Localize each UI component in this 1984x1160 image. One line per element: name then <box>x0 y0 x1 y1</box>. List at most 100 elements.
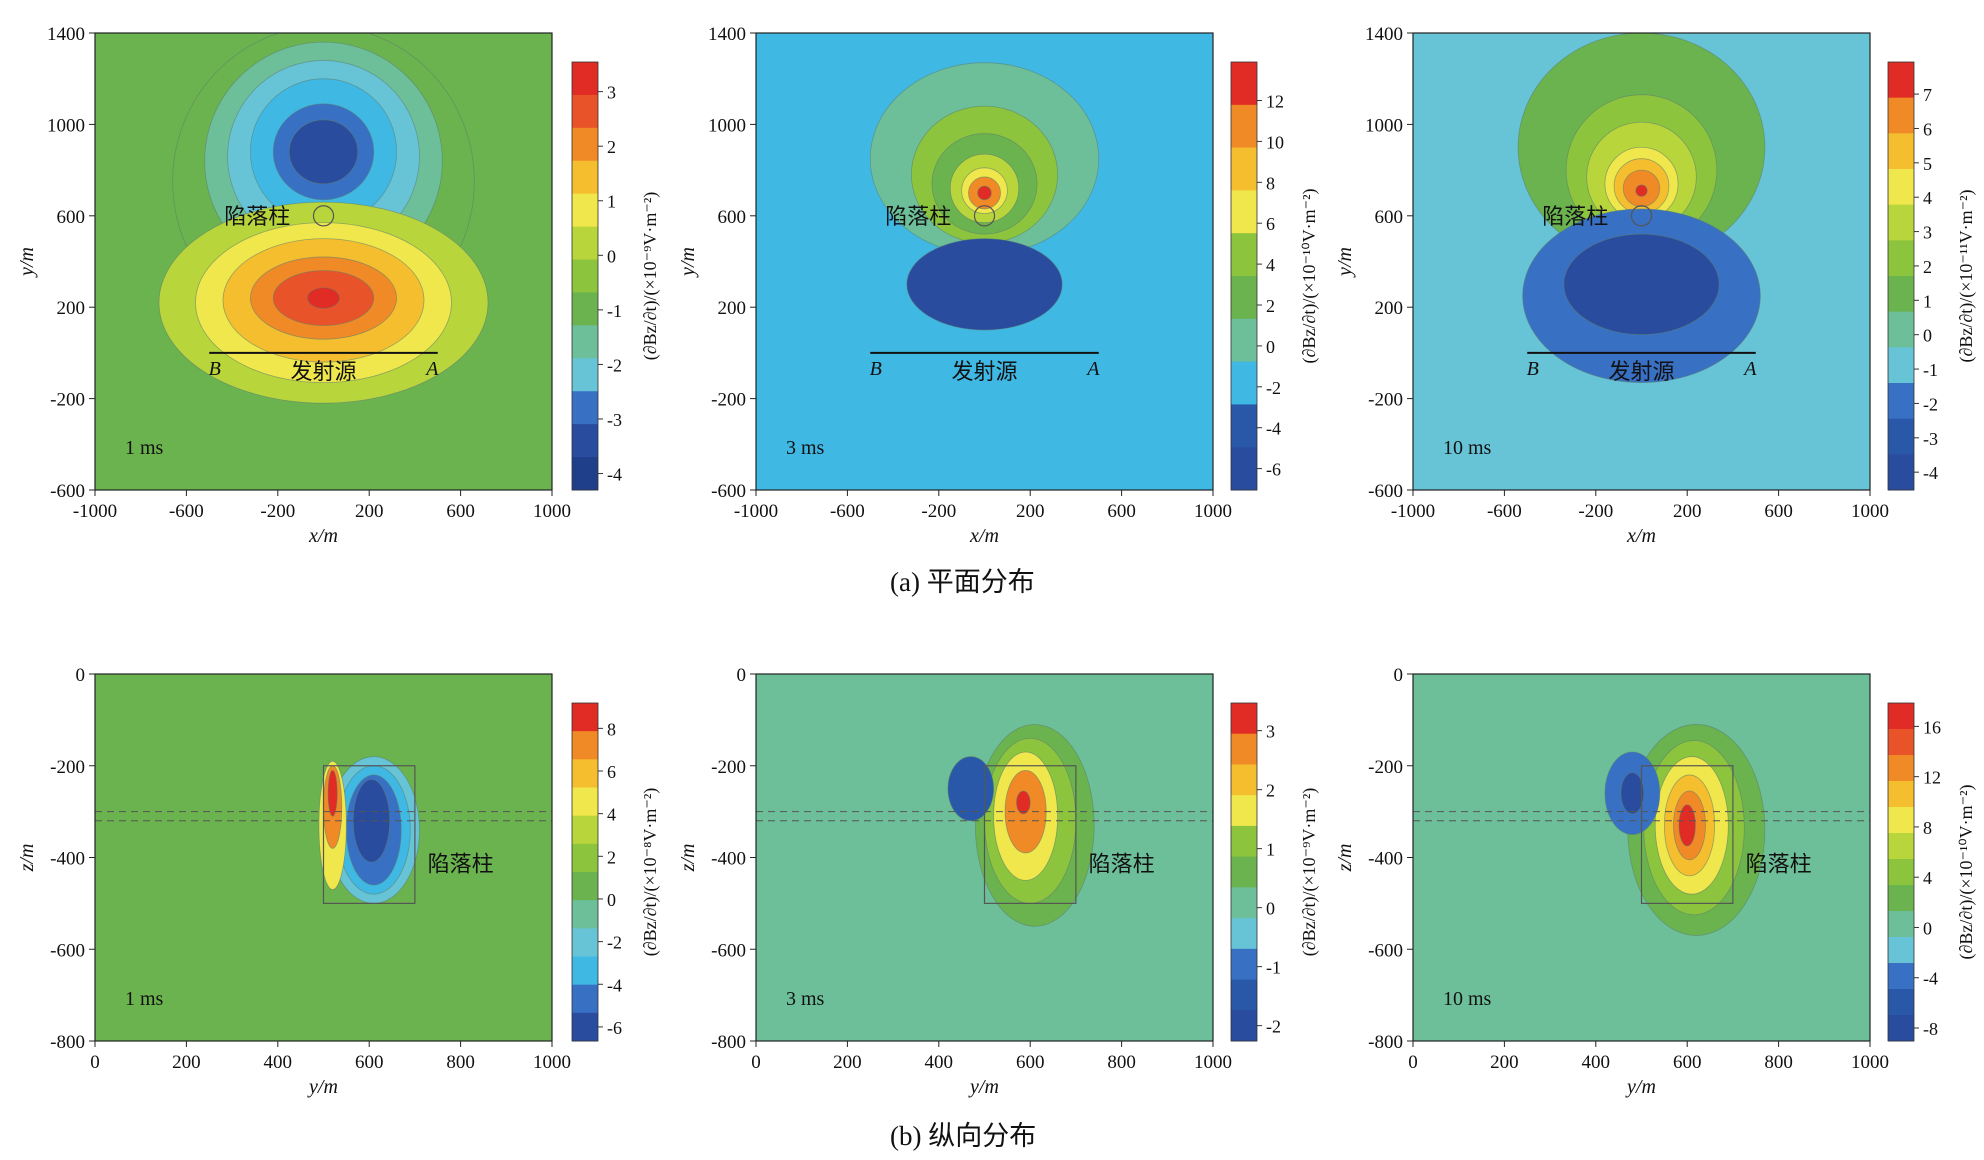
y-tick-label: 200 <box>57 298 86 319</box>
colorbar-swatch <box>1231 825 1257 858</box>
colorbar-swatch <box>1888 418 1914 455</box>
colorbar-tick-label: 12 <box>1266 92 1284 112</box>
colorbar-swatch <box>1888 729 1914 756</box>
y-tick-label: 1400 <box>708 24 746 45</box>
colorbar-tick-label: 0 <box>607 246 616 266</box>
colorbar-swatch <box>1231 233 1257 277</box>
colorbar-swatch <box>1231 276 1257 320</box>
contour-band <box>906 238 1063 331</box>
x-tick-label: -600 <box>1487 501 1522 522</box>
colorbar-tick-label: 10 <box>1266 132 1284 152</box>
x-tick-label: 600 <box>1016 1052 1045 1073</box>
colorbar-swatch <box>1231 190 1257 234</box>
plot-area: B A 发射源 陷落柱 <box>95 33 552 490</box>
colorbar-swatch <box>572 94 598 129</box>
colorbar-tick-label: 4 <box>607 805 616 825</box>
y-tick-label: 1000 <box>708 115 746 136</box>
colorbar-frame <box>1887 702 1915 1042</box>
x-tick-label: -200 <box>921 501 956 522</box>
x-tick-label: 0 <box>751 1052 761 1073</box>
colorbar-tick-label: -8 <box>1923 1019 1938 1039</box>
colorbar-swatch <box>1888 781 1914 808</box>
x-tick-label: -1000 <box>1391 501 1435 522</box>
colorbar-tick-label: 3 <box>607 83 616 103</box>
y-tick-label: -600 <box>50 481 85 502</box>
colorbar-swatch <box>1888 833 1914 860</box>
y-tick-label: 0 <box>1394 665 1404 686</box>
y-axis-label: z/m <box>16 844 38 873</box>
colorbar-swatch <box>572 815 598 845</box>
y-tick-label: 0 <box>76 665 86 686</box>
collapse-column-outline <box>973 205 996 227</box>
colorbar-tick-label: 0 <box>1266 899 1275 919</box>
y-tick-label: 600 <box>1375 207 1404 228</box>
source-label: 发射源 <box>951 360 1017 385</box>
collapse-column-outline <box>983 765 1077 904</box>
colorbar-label: (∂Bz/∂t)/(×10⁻¹¹V·m⁻²) <box>1956 189 1977 362</box>
x-tick-label: 200 <box>1490 1052 1519 1073</box>
x-tick-label: 800 <box>446 1052 475 1073</box>
colorbar-tick-label: 4 <box>1923 868 1932 888</box>
colorbar-swatch <box>572 787 598 817</box>
contour-band <box>327 769 338 817</box>
colorbar-tick-label: 1 <box>1923 291 1932 311</box>
colorbar-swatch <box>572 984 598 1014</box>
colorbar-swatch <box>1888 885 1914 912</box>
colorbar-frame <box>1887 61 1915 491</box>
contour-band <box>1678 804 1696 847</box>
colorbar-swatch <box>1231 918 1257 950</box>
colorbar-frame <box>571 702 599 1042</box>
y-tick-label: 200 <box>1375 298 1404 319</box>
colorbar-tick-label: 0 <box>1266 337 1275 357</box>
collapse-column-label: 陷落柱 <box>885 205 951 230</box>
plot-area: B A 发射源 陷落柱 <box>756 33 1213 490</box>
collapse-column-label: 陷落柱 <box>1746 852 1812 877</box>
y-tick-label: 1400 <box>1365 24 1403 45</box>
colorbar-tick-label: -3 <box>1923 429 1938 449</box>
colorbar-swatch <box>1888 169 1914 206</box>
colorbar-swatch <box>1231 62 1257 106</box>
x-tick-label: -600 <box>169 501 204 522</box>
x-tick-label: -1000 <box>734 501 778 522</box>
x-tick-label: 0 <box>1408 1052 1418 1073</box>
y-tick-label: 0 <box>737 665 747 686</box>
x-tick-label: -200 <box>1578 501 1613 522</box>
x-tick-label: 1000 <box>1194 501 1232 522</box>
colorbar-tick-label: 8 <box>607 719 616 739</box>
colorbar-swatch <box>1231 147 1257 191</box>
colorbar-tick-label: 6 <box>1266 214 1275 234</box>
x-tick-label: 600 <box>1107 501 1136 522</box>
x-tick-label: -1000 <box>73 501 117 522</box>
y-tick-label: -400 <box>50 849 85 870</box>
source-end-a: A <box>1085 358 1100 380</box>
colorbar-swatch <box>572 1012 598 1042</box>
time-label: 1 ms <box>125 988 164 1010</box>
colorbar-tick-label: -4 <box>1923 969 1938 989</box>
colorbar-swatch <box>1888 311 1914 348</box>
source-end-a: A <box>424 358 439 380</box>
colorbar-swatch <box>1231 764 1257 796</box>
time-label: 1 ms <box>125 437 164 459</box>
colorbar-swatch <box>572 226 598 261</box>
colorbar-swatch <box>1231 447 1257 491</box>
x-tick-label: 600 <box>1673 1052 1702 1073</box>
y-tick-label: -200 <box>1368 757 1403 778</box>
y-tick-label: 1000 <box>47 115 85 136</box>
colorbar-tick-label: 6 <box>1923 119 1932 139</box>
colorbar-tick-label: 2 <box>1266 296 1275 316</box>
colorbar-swatch <box>1888 204 1914 241</box>
y-tick-label: -800 <box>50 1032 85 1053</box>
colorbar-swatch <box>1888 807 1914 834</box>
colorbar-swatch <box>572 457 598 491</box>
collapse-column-outline <box>312 205 335 227</box>
source-label: 发射源 <box>1608 360 1674 385</box>
contour-band <box>977 185 992 201</box>
y-axis-label: y/m <box>677 247 699 278</box>
collapse-column-label: 陷落柱 <box>224 205 290 230</box>
colorbar-label: (∂Bz/∂t)/(×10⁻⁹V·m⁻²) <box>640 192 661 361</box>
colorbar-swatch <box>572 127 598 162</box>
colorbar-swatch <box>572 292 598 326</box>
colorbar-label: (∂Bz/∂t)/(×10⁻¹⁰V·m⁻²) <box>1299 189 1320 364</box>
colorbar-tick-label: 4 <box>1266 255 1275 275</box>
